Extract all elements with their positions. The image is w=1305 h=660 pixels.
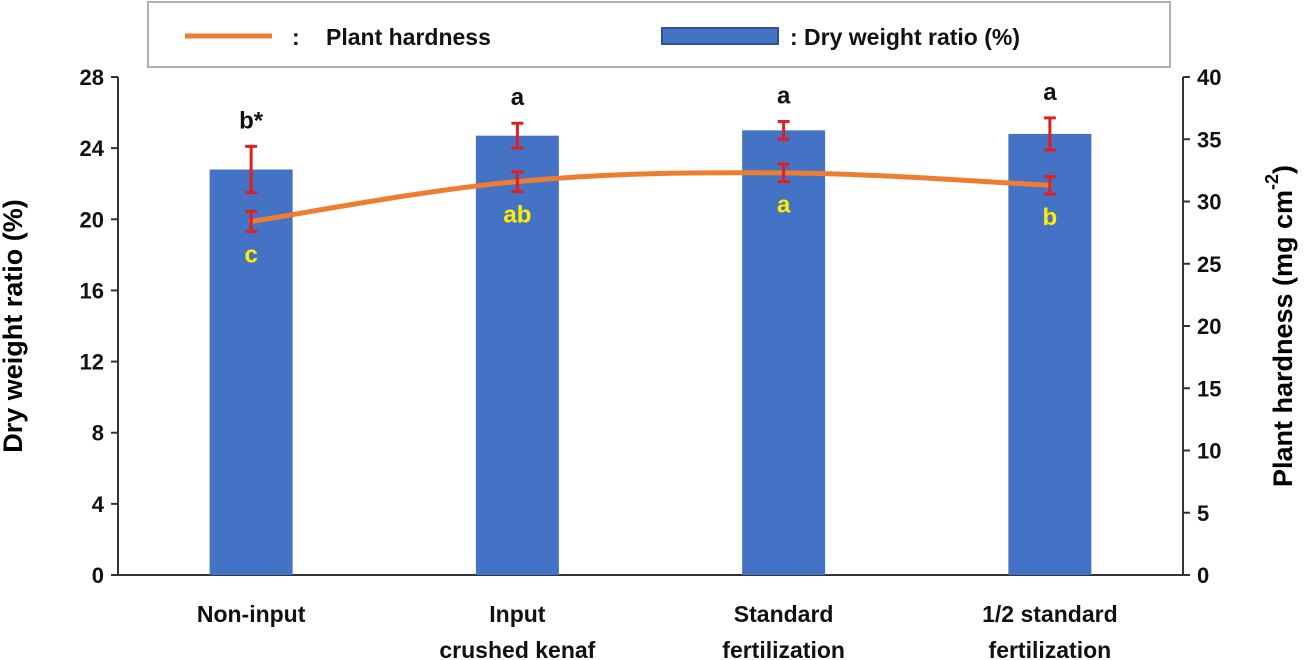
legend-bar-swatch bbox=[661, 27, 779, 45]
line-significance-letter: c bbox=[244, 241, 257, 268]
line-significance-letter: ab bbox=[503, 202, 531, 229]
bar bbox=[742, 130, 826, 575]
category-labels: Non-input Input crushed kenaf Standard ferti… bbox=[197, 601, 1118, 660]
bar-error-bar bbox=[1043, 116, 1056, 152]
line-series-plant-hardness bbox=[248, 170, 1053, 224]
y2-axis-title-close: ) bbox=[1268, 165, 1298, 174]
left-ticks: 0 4 8 12 16 20 24 28 bbox=[80, 65, 118, 588]
category-label: 1/2 standard fertilization bbox=[982, 601, 1118, 660]
legend-line-colon: : bbox=[292, 24, 300, 50]
left-tick-label: 20 bbox=[80, 207, 104, 232]
category-label-line: Standard bbox=[734, 601, 834, 627]
left-tick-label: 4 bbox=[92, 492, 105, 517]
category-label: Input crushed kenaf bbox=[439, 601, 595, 660]
category-label-line: fertilization bbox=[722, 637, 845, 660]
legend-line-label: Plant hardness bbox=[326, 24, 491, 50]
right-ticks: 0 5 10 15 20 25 30 35 40 bbox=[1183, 65, 1221, 588]
legend: : Plant hardness : Dry weight ratio (%) bbox=[147, 1, 1171, 68]
left-tick-label: 28 bbox=[80, 65, 104, 90]
bar-error-bar bbox=[777, 119, 790, 141]
category-label: Standard fertilization bbox=[722, 601, 845, 660]
bar-error-bar bbox=[245, 144, 258, 195]
bar bbox=[475, 135, 559, 575]
right-tick-label: 0 bbox=[1197, 563, 1209, 588]
left-tick-label: 0 bbox=[92, 563, 104, 588]
y2-axis-title: Plant hardness (mg cm-2) bbox=[1262, 165, 1298, 487]
bar-error-bar bbox=[511, 121, 524, 150]
right-tick-label: 10 bbox=[1197, 439, 1221, 464]
line-significance-letter: b bbox=[1043, 204, 1058, 231]
y-axis-title: Dry weight ratio (%) bbox=[0, 199, 28, 453]
category-label: Non-input bbox=[197, 601, 306, 627]
category-label-line: Input bbox=[489, 601, 546, 627]
line-error-bar bbox=[511, 170, 524, 194]
y2-axis-title-main: Plant hardness (mg cm bbox=[1268, 190, 1298, 487]
category-label-line: Non-input bbox=[197, 601, 306, 627]
left-tick-label: 12 bbox=[80, 350, 104, 375]
right-tick-label: 15 bbox=[1197, 376, 1221, 401]
bar bbox=[1008, 133, 1092, 575]
left-tick-label: 16 bbox=[80, 278, 104, 303]
category-label-line: 1/2 standard bbox=[982, 601, 1118, 627]
y2-axis-title-sup: -2 bbox=[1262, 174, 1282, 190]
right-tick-label: 30 bbox=[1197, 190, 1221, 215]
right-tick-label: 40 bbox=[1197, 65, 1221, 90]
right-tick-label: 20 bbox=[1197, 314, 1221, 339]
line-layer bbox=[248, 170, 1053, 224]
left-tick-label: 24 bbox=[80, 136, 105, 161]
legend-frame bbox=[147, 1, 1171, 68]
bar-significance-letter: a bbox=[777, 82, 791, 109]
legend-bar-label: : Dry weight ratio (%) bbox=[790, 24, 1020, 50]
line-significance-letter: a bbox=[777, 192, 791, 219]
bar-significance-letter: a bbox=[511, 84, 525, 111]
right-tick-label: 25 bbox=[1197, 252, 1221, 277]
right-tick-label: 5 bbox=[1197, 501, 1209, 526]
bar-significance-letter: b* bbox=[239, 107, 264, 134]
category-label-line: crushed kenaf bbox=[439, 637, 595, 660]
line-error-bar bbox=[1043, 175, 1056, 196]
bar bbox=[209, 169, 293, 575]
left-tick-label: 8 bbox=[92, 421, 104, 446]
right-tick-label: 35 bbox=[1197, 127, 1221, 152]
category-label-line: fertilization bbox=[989, 637, 1112, 660]
bar-error-bars bbox=[245, 116, 1056, 195]
bar-significance-letter: a bbox=[1043, 79, 1057, 106]
line-error-bar bbox=[777, 162, 790, 184]
bars bbox=[209, 130, 1092, 575]
line-error-bars bbox=[245, 162, 1056, 233]
line-error-bar bbox=[245, 209, 258, 233]
